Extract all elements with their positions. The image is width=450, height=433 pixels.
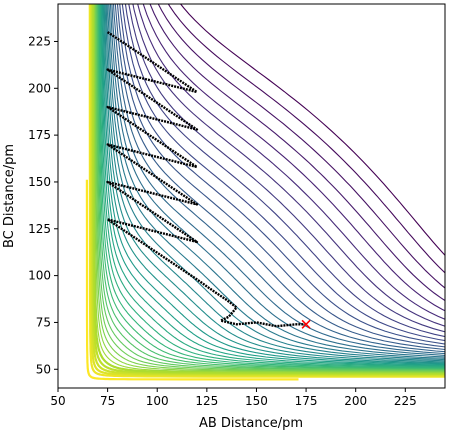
- contour-level: [103, 4, 445, 364]
- contour-level: [179, 4, 445, 257]
- y-tick-label: 125: [28, 222, 51, 236]
- contour-level: [96, 4, 445, 370]
- contour-level: [89, 4, 445, 377]
- x-axis-ticks: 50 75 100 125 150 175 200 225: [50, 388, 417, 408]
- x-tick-label: 75: [100, 394, 115, 408]
- x-tick-label: 150: [245, 394, 268, 408]
- contour-level: [94, 4, 445, 372]
- y-tick-label: 150: [28, 175, 51, 189]
- y-tick-label: 225: [28, 34, 51, 48]
- contour-level: [90, 4, 445, 376]
- contour-level: [149, 4, 445, 302]
- trajectory-path: [106, 31, 307, 328]
- y-tick-label: 175: [28, 128, 51, 142]
- contour-level: [157, 4, 445, 289]
- contour-level: [92, 4, 445, 375]
- contour-level: [96, 4, 445, 371]
- contour-level: [137, 4, 445, 320]
- contour-level: [114, 4, 445, 351]
- y-tick-label: 200: [28, 81, 51, 95]
- contour-level: [97, 4, 445, 370]
- x-tick-label: 100: [146, 394, 169, 408]
- contour-level: [119, 4, 445, 345]
- contour-level: [121, 4, 445, 342]
- y-axis-label: BC Distance/pm: [2, 144, 17, 248]
- contour-level: [132, 4, 445, 327]
- contour-level: [167, 4, 445, 274]
- end-marker-stroke: [301, 319, 311, 329]
- contour-level: [98, 4, 445, 369]
- contour-level: [104, 4, 445, 363]
- contour-level: [94, 4, 445, 373]
- contour-level: [88, 4, 445, 378]
- contour-level: [107, 4, 445, 359]
- x-tick-label: 50: [50, 394, 65, 408]
- trajectory: [106, 31, 307, 328]
- end-marker: [301, 319, 311, 329]
- contour-lines: [85, 4, 445, 381]
- contour-level: [101, 4, 445, 366]
- contour-level: [95, 4, 445, 372]
- contour-level: [100, 4, 445, 367]
- contour-level: [91, 4, 445, 375]
- y-axis-ticks: 50 75 100 125 150 175 200 225: [28, 34, 58, 376]
- contour-level: [109, 4, 445, 356]
- x-tick-label: 200: [344, 394, 367, 408]
- contour-level: [85, 179, 299, 381]
- contour-level: [108, 4, 445, 358]
- contour-level: [93, 4, 445, 374]
- contour-level: [116, 4, 445, 348]
- contour-level: [99, 4, 445, 368]
- contour-level: [106, 4, 445, 361]
- contour-level: [100, 4, 445, 366]
- contour-level: [112, 4, 445, 353]
- y-tick-label: 100: [28, 269, 51, 283]
- y-tick-label: 50: [36, 362, 51, 376]
- contour-level: [105, 4, 445, 362]
- contour-level: [98, 4, 445, 369]
- contour-level: [128, 4, 445, 333]
- x-tick-label: 225: [394, 394, 417, 408]
- contour-level: [102, 4, 445, 365]
- contour-level: [124, 4, 445, 338]
- x-axis-label: AB Distance/pm: [199, 416, 303, 431]
- x-tick-label: 175: [295, 394, 318, 408]
- plot-frame: [57, 3, 446, 389]
- x-tick-label: 125: [195, 394, 218, 408]
- y-tick-label: 75: [36, 315, 51, 329]
- contour-level: [142, 4, 445, 312]
